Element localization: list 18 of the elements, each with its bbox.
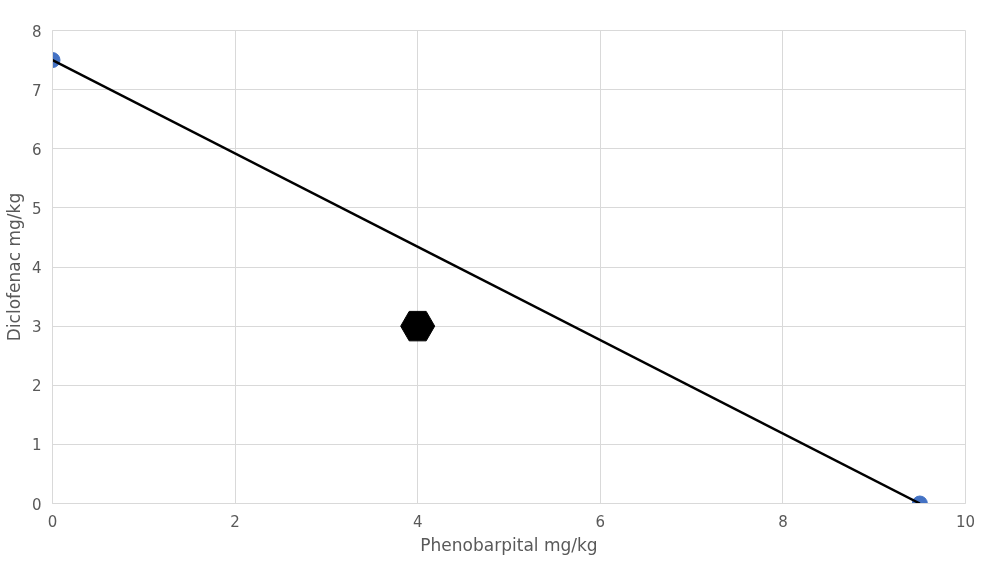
y-axis-title: Diclofenac mg/kg [3,192,24,342]
point [400,310,436,342]
x-tick-label: 2 [230,512,240,531]
x-tick-label: 0 [47,512,58,531]
x-tick-label: 6 [595,512,606,531]
y-tick-label: 2 [31,377,42,396]
y-tick-label: 1 [31,436,42,455]
y-tick-label: 7 [31,81,42,100]
y-tick-label: 8 [31,22,42,41]
x-tick-label: 4 [412,512,423,531]
y-tick-label: 6 [31,140,42,159]
y-tick-label: 0 [31,495,42,514]
y-tick-label: 4 [31,259,42,277]
x-tick-label: 8 [778,512,788,531]
y-tick-label: 3 [31,318,42,337]
y-tick-label: 5 [31,199,42,218]
x-tick-label: 10 [955,512,976,531]
x-axis-title: Phenobarpital mg/kg [420,534,598,555]
